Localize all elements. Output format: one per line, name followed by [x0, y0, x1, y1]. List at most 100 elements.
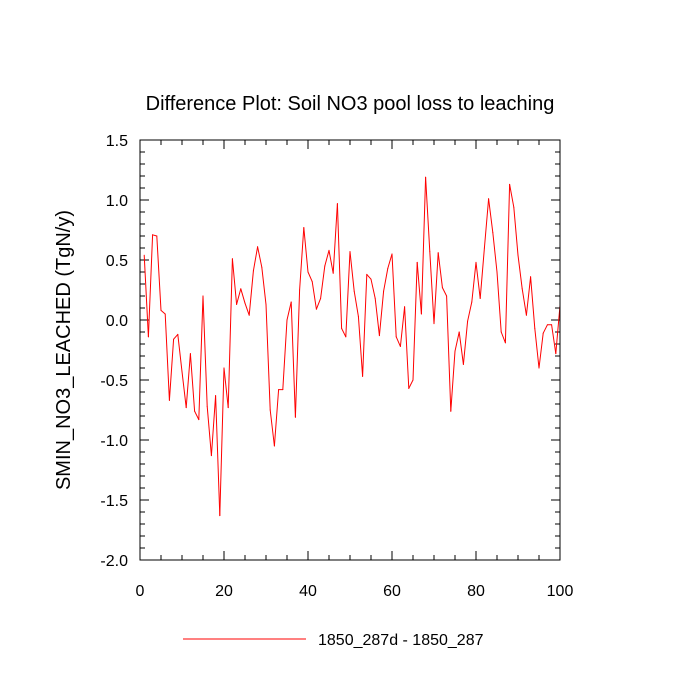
series-segment [164, 313, 170, 401]
series-segment [504, 183, 511, 344]
series-segment [168, 338, 175, 401]
series-segment [387, 253, 393, 269]
series-segment [454, 331, 460, 352]
series-segment [160, 309, 166, 315]
series-segment [286, 301, 292, 321]
series-segment [357, 315, 364, 377]
series-segment [244, 302, 250, 316]
series-segment [458, 331, 464, 365]
series-segment [177, 333, 183, 373]
series-segment [425, 176, 431, 253]
series-segment [370, 278, 376, 299]
series-segment [223, 367, 229, 409]
series-segment [475, 261, 481, 299]
series-segment [336, 203, 343, 329]
series-segment [441, 287, 448, 297]
series-lines [143, 176, 561, 517]
series-segment [433, 252, 439, 325]
series-segment [555, 305, 561, 355]
series-segment [290, 301, 296, 418]
series-segment [173, 333, 179, 340]
series-segment [551, 324, 557, 355]
series-segment [147, 234, 154, 338]
series-segment [496, 271, 502, 333]
series-segment [269, 409, 275, 447]
series-segment [273, 389, 280, 447]
series-segment [156, 235, 162, 311]
series-segment [194, 410, 200, 421]
series-segment [252, 246, 259, 272]
series-segment [265, 303, 271, 411]
series-segment [181, 371, 187, 409]
y-axis-label: SMIN_NO3_LEACHED (TgN/y) [53, 210, 75, 490]
axis-ticks [139, 139, 561, 561]
series-segment [152, 234, 158, 237]
series-segment [437, 252, 443, 289]
series-segment [509, 183, 515, 208]
series-segment [395, 336, 401, 347]
y-tick-label: -0.5 [100, 373, 128, 390]
series-segment [240, 288, 246, 304]
series-segment [219, 367, 225, 517]
series-segment [420, 176, 427, 315]
series-segment [412, 261, 418, 381]
series-segment [542, 324, 548, 334]
series-segment [198, 295, 204, 421]
series-segment [143, 254, 149, 338]
x-tick-label: 60 [383, 583, 401, 600]
series-segment [517, 254, 523, 290]
series-segment [408, 379, 414, 389]
series-segment [236, 288, 242, 305]
x-tick-label: 40 [299, 583, 317, 600]
series-segment [299, 227, 305, 291]
series-segment [248, 270, 254, 316]
series-segment [462, 320, 469, 365]
series-segment [391, 253, 397, 338]
y-tick-label: 0.0 [106, 313, 128, 330]
series-segment [320, 265, 326, 299]
series-segment [471, 261, 477, 303]
series-segment [282, 319, 288, 391]
series-segment [492, 231, 498, 273]
series-segment [488, 198, 494, 233]
y-tick-label: -1.5 [100, 493, 128, 510]
x-tick-label: 100 [547, 583, 574, 600]
series-segment [189, 353, 196, 412]
y-tick-label: -2.0 [100, 553, 128, 570]
series-segment [479, 247, 485, 299]
series-segment [261, 266, 267, 305]
series-segment [315, 297, 322, 310]
legend: 1850_287d - 1850_287 [183, 632, 484, 649]
series-segment [383, 267, 389, 292]
series-segment [294, 289, 301, 418]
series-segment [513, 206, 519, 256]
series-segment [374, 297, 380, 337]
series-segment [446, 295, 452, 412]
plot-frame [139, 139, 561, 561]
series-segment [349, 251, 355, 292]
series-segment [416, 261, 422, 315]
series-segment [257, 246, 263, 268]
series-segment [324, 249, 330, 267]
series-segment [303, 227, 309, 273]
series-segment [404, 306, 410, 389]
series-segment [366, 273, 372, 280]
chart-title: Difference Plot: Soil NO3 pool loss to l… [146, 93, 555, 115]
legend-label: 1850_287d - 1850_287 [318, 632, 484, 649]
series-segment [450, 350, 456, 412]
series-segment [530, 276, 536, 329]
series-segment [328, 249, 334, 274]
series-segment [341, 327, 347, 338]
series-segment [362, 273, 368, 377]
series-segment [483, 198, 490, 249]
series-segment [311, 281, 317, 310]
series-segment [215, 395, 221, 517]
series-segment [206, 405, 212, 457]
series-segment [467, 301, 473, 322]
series-segment [500, 331, 506, 344]
series-segment [307, 271, 313, 283]
series-segment [521, 288, 527, 316]
y-tick-label: -1.0 [100, 433, 128, 450]
y-tick-label: 1.0 [106, 193, 128, 210]
